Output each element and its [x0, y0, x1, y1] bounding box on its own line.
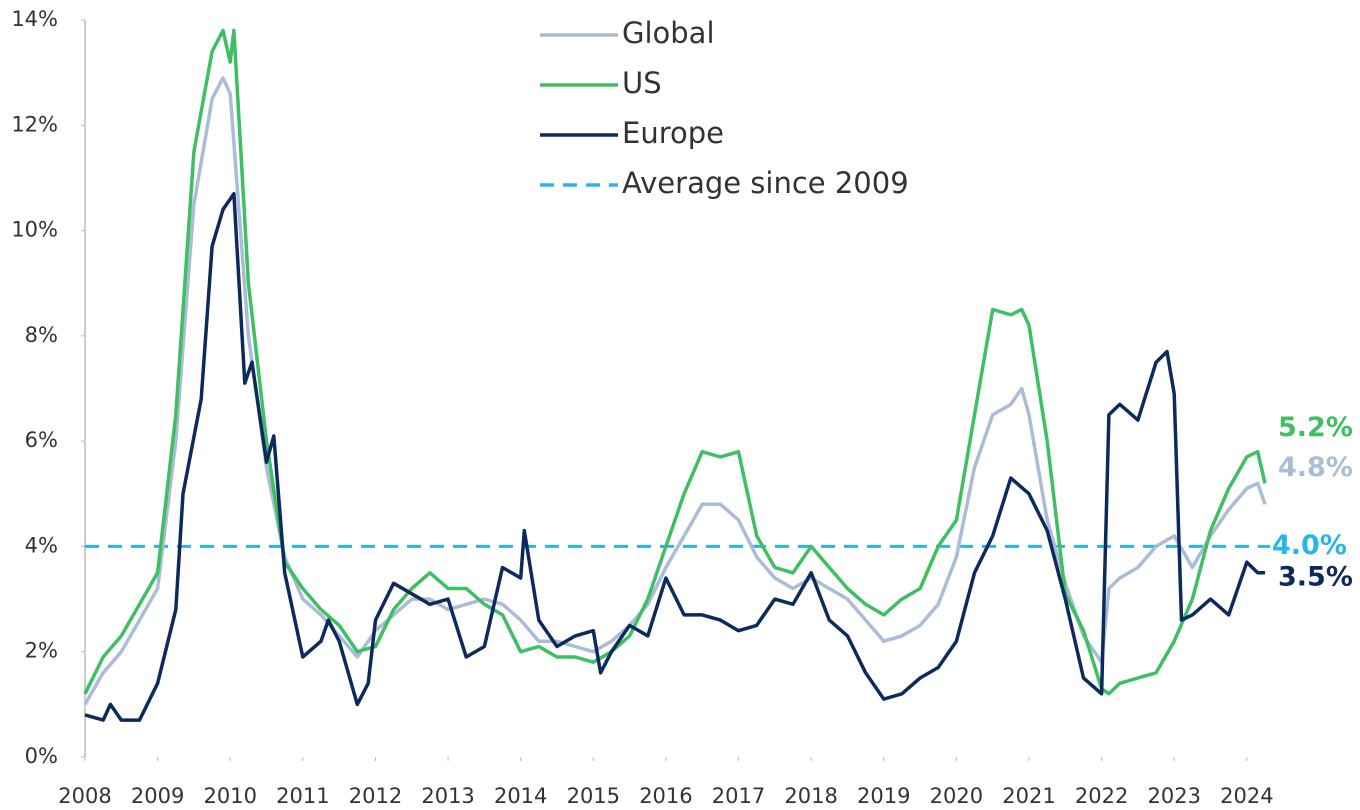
x-tick-label: 2010 [204, 784, 257, 808]
x-tick-label: 2023 [1148, 784, 1201, 808]
x-tick-label: 2020 [930, 784, 983, 808]
x-tick-label: 2018 [784, 784, 837, 808]
end-label: 5.2% [1278, 412, 1353, 443]
y-tick-label: 0% [25, 744, 58, 768]
x-tick-label: 2014 [494, 784, 547, 808]
legend-label: US [622, 66, 662, 100]
x-tick-label: 2022 [1075, 784, 1128, 808]
series-line [84, 191, 1265, 722]
x-tick-label: 2011 [276, 784, 329, 808]
series-line [83, 28, 1267, 696]
x-tick-label: 2009 [131, 784, 184, 808]
y-tick-label: 6% [25, 428, 58, 452]
x-tick-label: 2017 [712, 784, 765, 808]
legend-label: Global [622, 16, 715, 50]
legend-label: Europe [622, 116, 724, 150]
y-tick-label: 14% [11, 7, 58, 31]
x-tick-label: 2008 [58, 784, 111, 808]
y-tick-label: 10% [11, 218, 58, 242]
legend-label: Average since 2009 [622, 166, 909, 200]
x-tick-label: 2016 [639, 784, 692, 808]
y-tick-label: 2% [25, 639, 58, 663]
y-tick-label: 4% [25, 533, 58, 557]
end-label: 4.0% [1272, 530, 1347, 561]
y-tick-label: 12% [11, 112, 58, 136]
x-tick-label: 2015 [567, 784, 620, 808]
x-tick-label: 2013 [421, 784, 474, 808]
end-label: 3.5% [1278, 561, 1353, 592]
y-tick-label: 8% [25, 323, 58, 347]
x-tick-label: 2024 [1220, 784, 1273, 808]
x-tick-label: 2021 [1002, 784, 1055, 808]
x-tick-label: 2012 [349, 784, 402, 808]
x-tick-label: 2019 [857, 784, 910, 808]
end-label: 4.8% [1278, 452, 1353, 483]
